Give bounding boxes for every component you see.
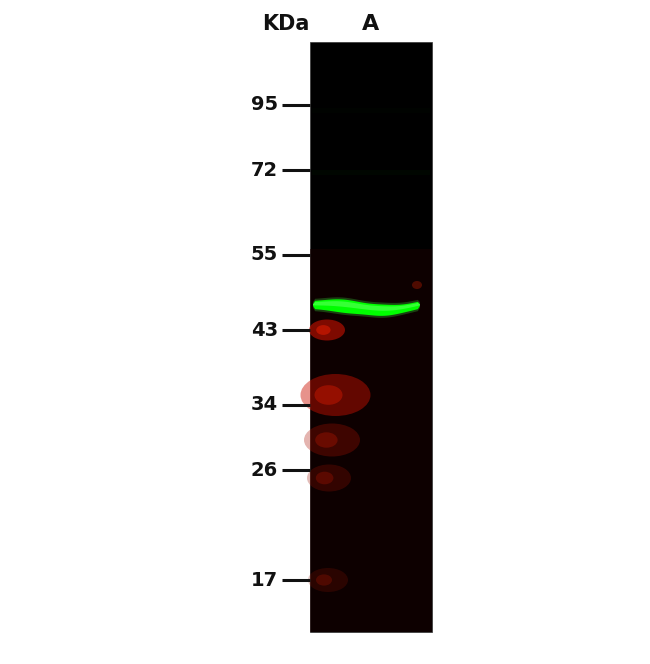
Text: 95: 95 [251, 96, 278, 114]
Text: 43: 43 [251, 321, 278, 339]
Bar [310, 42, 432, 632]
Text: 26: 26 [251, 461, 278, 479]
Text: A: A [363, 14, 380, 34]
Ellipse shape [315, 385, 343, 405]
Ellipse shape [316, 574, 332, 586]
Polygon shape [313, 299, 420, 316]
Polygon shape [313, 297, 420, 318]
Text: 72: 72 [251, 161, 278, 179]
Ellipse shape [315, 432, 337, 448]
Text: 17: 17 [251, 570, 278, 590]
Bar [310, 248, 432, 632]
Ellipse shape [309, 319, 345, 341]
Ellipse shape [307, 465, 351, 491]
Text: 34: 34 [251, 396, 278, 414]
Ellipse shape [308, 568, 348, 592]
Text: 55: 55 [251, 246, 278, 264]
Bar [312, 170, 430, 175]
Ellipse shape [412, 281, 422, 289]
Text: KDa: KDa [263, 14, 309, 34]
Ellipse shape [316, 325, 331, 335]
Ellipse shape [304, 424, 360, 457]
Bar [312, 108, 430, 113]
Ellipse shape [316, 471, 333, 484]
Polygon shape [313, 301, 420, 311]
Ellipse shape [300, 374, 370, 416]
